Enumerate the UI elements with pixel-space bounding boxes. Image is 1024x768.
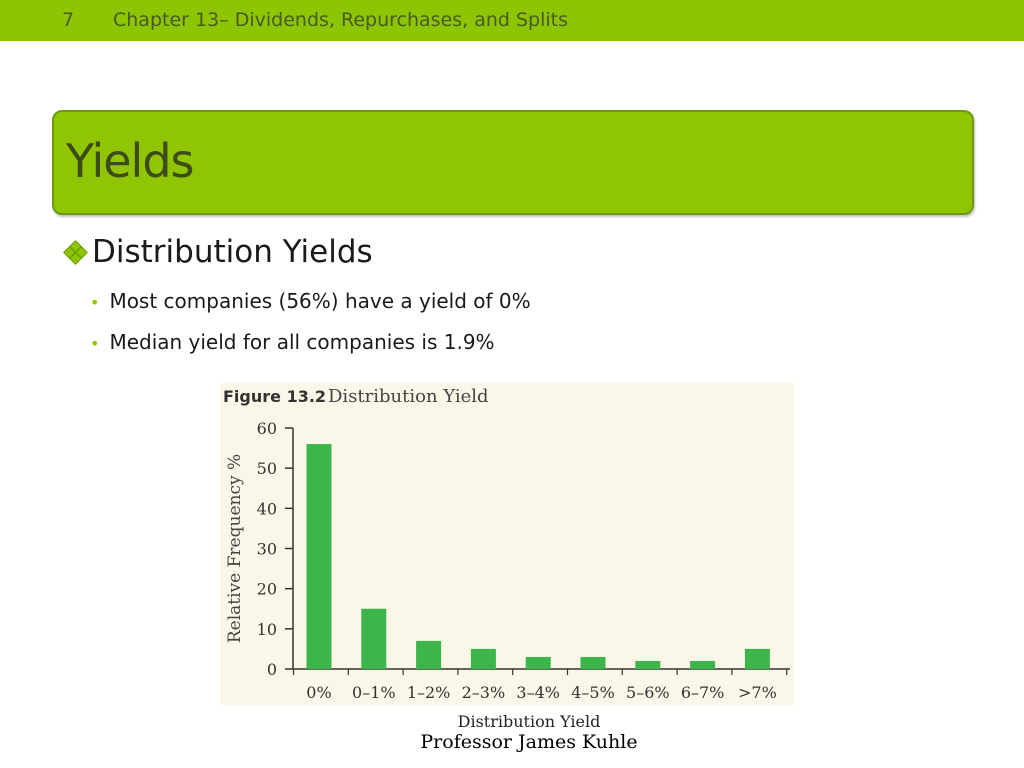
y-tick-label: 50 [257, 459, 277, 478]
bar-4 [470, 648, 496, 669]
bar-6 [580, 656, 606, 669]
y-tick-label: 60 [257, 419, 277, 438]
bar-1 [306, 444, 332, 669]
x-tick-label: 4–5% [571, 683, 615, 702]
x-tick-label: 1–2% [407, 683, 451, 702]
bar-5 [525, 656, 551, 669]
x-tick-label: >7% [738, 683, 777, 702]
x-tick-label: 0% [306, 683, 331, 702]
diamond-bullet-icon [63, 240, 88, 265]
bar-7 [635, 660, 661, 669]
main-bullet-text: Distribution Yields [92, 234, 373, 270]
bar-8 [690, 660, 716, 669]
bullet-dot-icon: • [90, 293, 100, 312]
chapter-title: Chapter 13– Dividends, Repurchases, and … [113, 9, 569, 31]
x-tick-label: 0–1% [352, 683, 396, 702]
figure-panel: Figure 13.2 Distribution Yield 0 10 20 30 40… [220, 383, 794, 705]
bullet-dot-icon: • [90, 334, 100, 353]
bar-3 [416, 640, 442, 669]
x-tick-label: 2–3% [462, 683, 506, 702]
bar-2 [361, 608, 387, 669]
y-axis-label: Relative Frequency % [225, 454, 245, 643]
y-tick-label: 40 [257, 499, 277, 518]
x-tick-label: 6–7% [681, 683, 725, 702]
slide-title: Yields [66, 134, 194, 188]
header-bar: 7 Chapter 13– Dividends, Repurchases, an… [0, 0, 1024, 41]
main-bullet: Distribution Yields [63, 234, 373, 270]
y-tick-label: 10 [257, 620, 277, 639]
x-tick-label: 5–6% [626, 683, 670, 702]
sub-bullet-text: Median yield for all companies is 1.9% [109, 330, 495, 354]
bar-9 [744, 648, 770, 669]
distribution-yield-chart: 0 10 20 30 40 50 60 Relative Frequency % 0% 0–1% 1… [225, 419, 790, 702]
footer-author: Professor James Kuhle [420, 731, 638, 753]
y-tick-label: 30 [257, 540, 277, 559]
sub-bullet: • Most companies (56%) have a yield of 0% [90, 289, 531, 313]
sub-bullet: • Median yield for all companies is 1.9% [90, 330, 495, 354]
figure-label: Figure 13.2 [223, 387, 327, 406]
figure-title: Distribution Yield [328, 386, 489, 407]
slide-number: 7 [62, 9, 75, 31]
title-box: Yields [52, 110, 974, 215]
y-tick-label: 0 [267, 660, 277, 679]
x-axis-caption: Distribution Yield [457, 712, 601, 731]
x-tick-label: 3–4% [516, 683, 560, 702]
y-tick-label: 20 [257, 580, 277, 599]
sub-bullet-text: Most companies (56%) have a yield of 0% [109, 289, 531, 313]
